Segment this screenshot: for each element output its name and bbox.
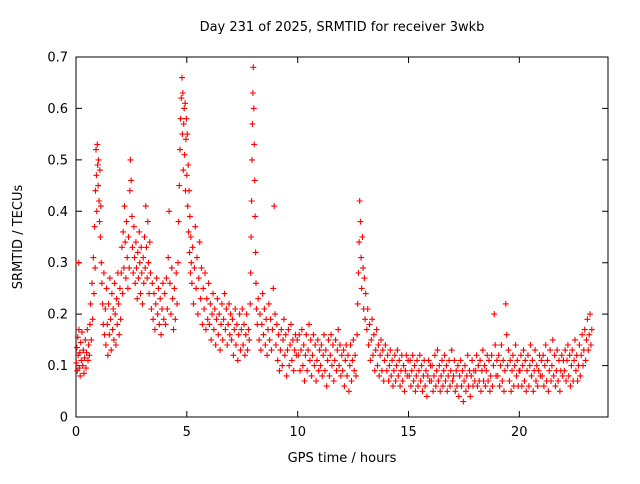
y-tick-label: 0.4: [47, 205, 68, 220]
y-tick-label: 0: [60, 411, 68, 426]
x-tick-label: 10: [289, 425, 306, 440]
y-axis-label: SRMTID / TECUs: [11, 185, 26, 290]
x-tick-label: 5: [183, 425, 191, 440]
axis-tick-marks: [75, 56, 608, 418]
y-tick-label: 0.2: [47, 308, 68, 323]
chart-title: Day 231 of 2025, SRMTID for receiver 3wk…: [200, 20, 485, 35]
y-tick-label: 0.1: [47, 359, 68, 374]
y-tick-label: 0.3: [47, 256, 68, 271]
plot-area: [75, 56, 609, 418]
x-tick-label: 20: [511, 425, 528, 440]
scatter-points: [73, 64, 595, 405]
y-tick-label: 0.5: [47, 153, 68, 168]
x-tick-label: 0: [72, 425, 80, 440]
axis-tick-labels: 0 5 10 15 20 0 0.1 0.2 0.3 0.4 0.5 0.6 0.7: [47, 51, 527, 441]
x-tick-label: 15: [400, 425, 417, 440]
y-tick-label: 0.6: [47, 102, 68, 117]
x-axis-label: GPS time / hours: [288, 451, 397, 466]
y-tick-label: 0.7: [47, 51, 68, 66]
